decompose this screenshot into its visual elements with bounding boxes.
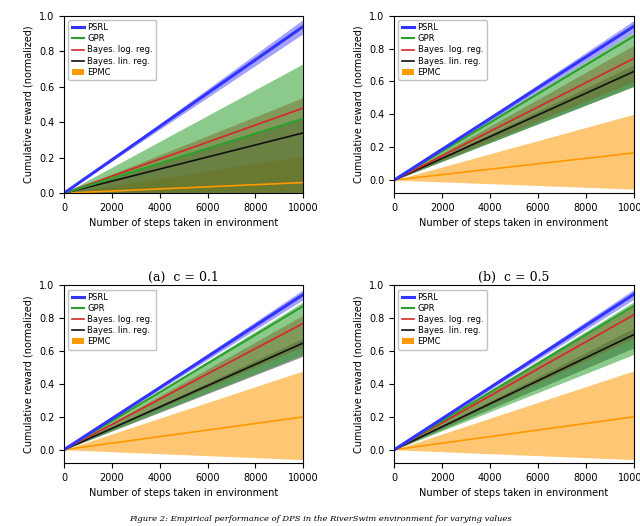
Y-axis label: Cumulative reward (normalized): Cumulative reward (normalized) bbox=[354, 296, 364, 453]
Y-axis label: Cumulative reward (normalized): Cumulative reward (normalized) bbox=[23, 26, 33, 183]
Text: (b)  c = 0.5: (b) c = 0.5 bbox=[478, 271, 550, 284]
Text: Figure 2: Empirical performance of DPS in the RiverSwim environment for varying : Figure 2: Empirical performance of DPS i… bbox=[129, 515, 511, 523]
X-axis label: Number of steps taken in environment: Number of steps taken in environment bbox=[419, 218, 609, 228]
Text: (a)  c = 0.1: (a) c = 0.1 bbox=[148, 271, 219, 284]
X-axis label: Number of steps taken in environment: Number of steps taken in environment bbox=[89, 488, 278, 498]
X-axis label: Number of steps taken in environment: Number of steps taken in environment bbox=[419, 488, 609, 498]
Legend: PSRL, GPR, Bayes. log. reg., Bayes. lin. reg., EPMC: PSRL, GPR, Bayes. log. reg., Bayes. lin.… bbox=[68, 290, 156, 350]
Legend: PSRL, GPR, Bayes. log. reg., Bayes. lin. reg., EPMC: PSRL, GPR, Bayes. log. reg., Bayes. lin.… bbox=[399, 20, 486, 80]
X-axis label: Number of steps taken in environment: Number of steps taken in environment bbox=[89, 218, 278, 228]
Legend: PSRL, GPR, Bayes. log. reg., Bayes. lin. reg., EPMC: PSRL, GPR, Bayes. log. reg., Bayes. lin.… bbox=[68, 20, 156, 80]
Y-axis label: Cumulative reward (normalized): Cumulative reward (normalized) bbox=[354, 26, 364, 183]
Legend: PSRL, GPR, Bayes. log. reg., Bayes. lin. reg., EPMC: PSRL, GPR, Bayes. log. reg., Bayes. lin.… bbox=[399, 290, 486, 350]
Y-axis label: Cumulative reward (normalized): Cumulative reward (normalized) bbox=[23, 296, 33, 453]
